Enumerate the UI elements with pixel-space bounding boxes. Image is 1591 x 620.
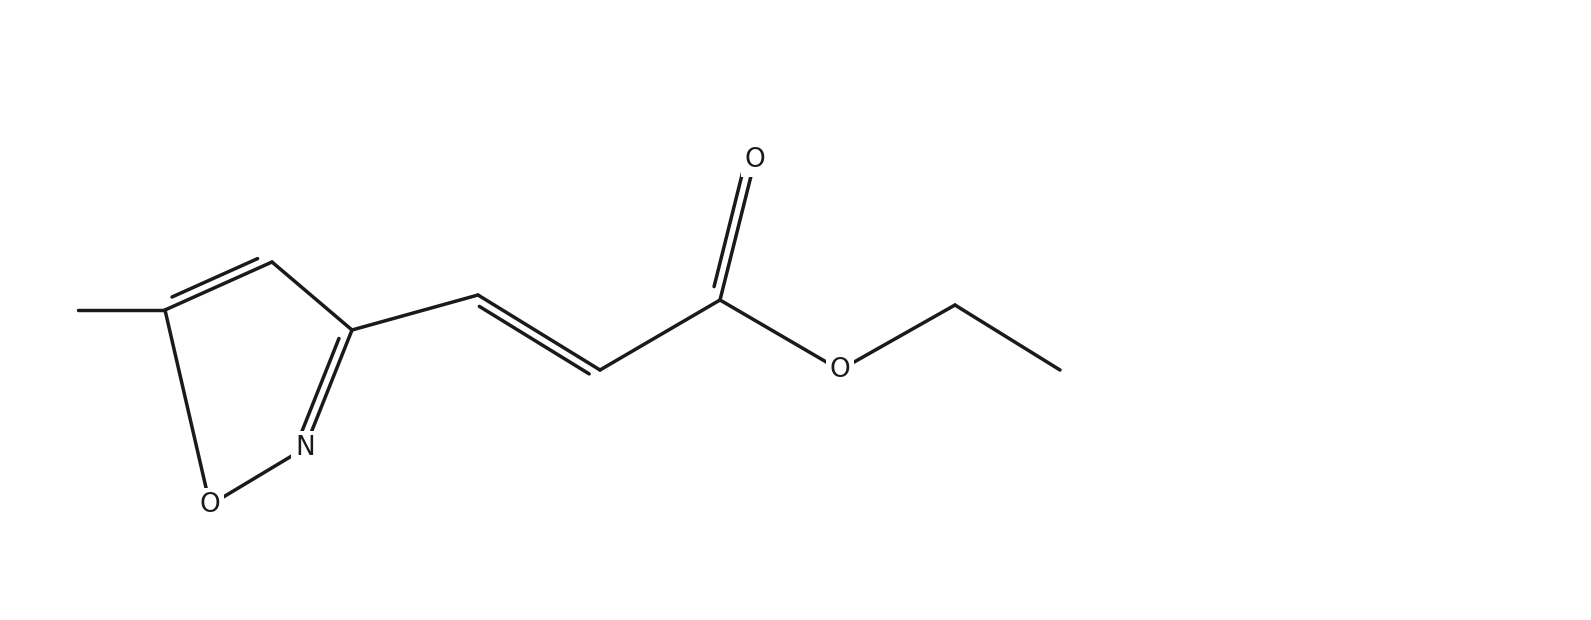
Text: O: O xyxy=(199,492,221,518)
Text: N: N xyxy=(294,435,315,461)
Text: O: O xyxy=(829,357,850,383)
Text: O: O xyxy=(745,147,765,173)
